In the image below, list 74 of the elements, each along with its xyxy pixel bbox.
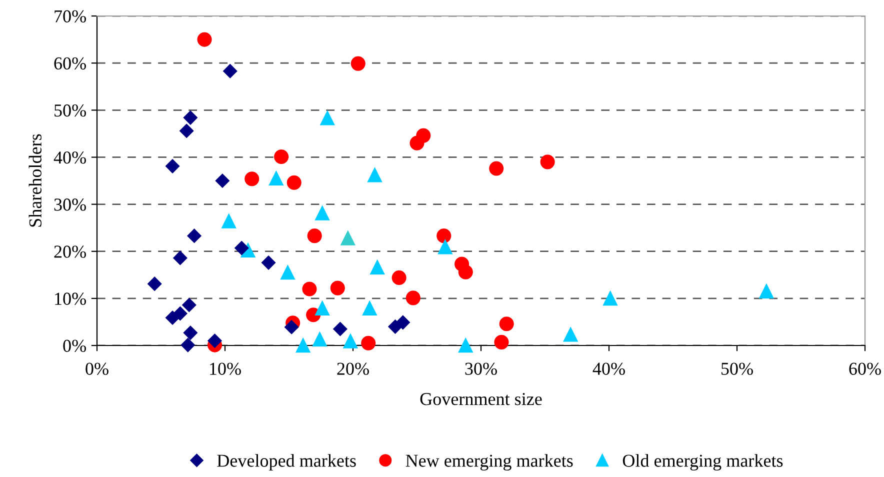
point bbox=[416, 128, 431, 143]
y-axis-title: Shareholders bbox=[28, 134, 42, 227]
point bbox=[489, 161, 504, 176]
point bbox=[179, 124, 194, 138]
y-tick-label: 40% bbox=[54, 151, 86, 164]
point bbox=[284, 320, 299, 334]
point bbox=[494, 334, 509, 350]
point bbox=[438, 239, 453, 254]
point bbox=[268, 170, 284, 186]
y-tick-label: 70% bbox=[54, 10, 86, 22]
point bbox=[147, 276, 162, 292]
point bbox=[280, 264, 296, 280]
point bbox=[274, 149, 289, 164]
point bbox=[332, 322, 348, 336]
point bbox=[342, 333, 358, 348]
point bbox=[499, 316, 514, 332]
y-tick-label: 50% bbox=[54, 104, 86, 117]
point bbox=[302, 282, 317, 296]
point bbox=[396, 315, 410, 330]
point bbox=[261, 255, 276, 270]
x-axis-title: Government size bbox=[420, 393, 542, 406]
point bbox=[182, 298, 196, 312]
point bbox=[602, 290, 618, 306]
point bbox=[197, 32, 212, 47]
point bbox=[392, 270, 406, 285]
legend-label: New emerging markets bbox=[406, 454, 573, 471]
point bbox=[222, 64, 238, 78]
point bbox=[436, 228, 452, 244]
x-tick-label: 0% bbox=[86, 362, 108, 375]
point bbox=[458, 337, 474, 353]
point bbox=[370, 259, 385, 274]
point bbox=[165, 310, 180, 326]
y-tick-label: 20% bbox=[54, 246, 86, 258]
point bbox=[758, 283, 774, 299]
point bbox=[286, 175, 302, 190]
y-tick-label: 30% bbox=[54, 198, 86, 211]
x-tick-label: 40% bbox=[592, 362, 625, 375]
point bbox=[562, 326, 578, 342]
point bbox=[314, 300, 330, 316]
point bbox=[350, 56, 366, 71]
point bbox=[406, 290, 420, 306]
x-tick-label: 30% bbox=[465, 362, 497, 375]
point bbox=[244, 172, 260, 186]
point bbox=[207, 334, 222, 348]
point bbox=[361, 336, 376, 350]
point bbox=[180, 338, 196, 352]
point bbox=[312, 331, 328, 347]
point bbox=[183, 326, 198, 340]
point bbox=[221, 213, 236, 228]
point bbox=[183, 110, 198, 125]
point bbox=[186, 228, 202, 244]
point bbox=[320, 110, 336, 126]
point bbox=[330, 280, 345, 296]
y-tick-label: 60% bbox=[54, 57, 86, 70]
y-tick-label: 10% bbox=[55, 292, 86, 305]
legend-label: Developed markets bbox=[217, 454, 356, 470]
point bbox=[340, 230, 356, 246]
x-tick-label: 50% bbox=[722, 362, 753, 375]
point bbox=[234, 240, 249, 256]
point bbox=[362, 300, 378, 316]
point bbox=[172, 250, 188, 266]
legend-label: Old emerging markets bbox=[622, 454, 783, 471]
point bbox=[458, 264, 473, 280]
point bbox=[307, 228, 322, 244]
x-tick-label: 60% bbox=[849, 362, 881, 375]
y-tick-label: 0% bbox=[63, 340, 86, 352]
point bbox=[215, 173, 230, 188]
point bbox=[314, 205, 330, 220]
point bbox=[295, 337, 311, 353]
point bbox=[367, 167, 382, 182]
point bbox=[540, 154, 555, 170]
point bbox=[165, 158, 180, 174]
x-tick-label: 10% bbox=[210, 362, 241, 375]
x-tick-label: 20% bbox=[337, 362, 369, 375]
